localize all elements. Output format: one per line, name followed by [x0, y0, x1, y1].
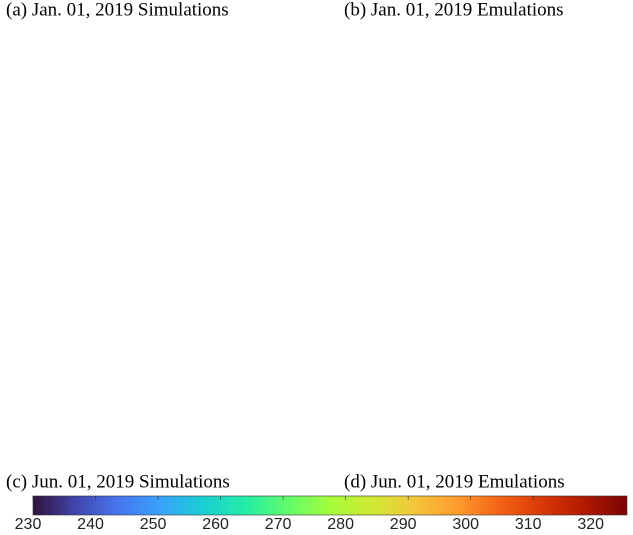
tick-label: 250: [140, 516, 167, 533]
tick-label: 230: [15, 516, 42, 533]
tick-label: 260: [202, 516, 229, 533]
panel-title: (a) Jan. 01, 2019 Simulations: [6, 0, 229, 20]
tick-label: 240: [77, 516, 104, 533]
tick-label: 280: [327, 516, 354, 533]
tick-label: 270: [265, 516, 292, 533]
panel-title: (c) Jun. 01, 2019 Simulations: [6, 471, 230, 492]
panel-title: (d) Jun. 01, 2019 Emulations: [344, 471, 565, 492]
tick-label: 320: [577, 516, 604, 533]
colorbar: [32, 495, 628, 516]
tick-label: 300: [452, 516, 479, 533]
panel-title: (b) Jan. 01, 2019 Emulations: [344, 0, 564, 20]
tick-label: 310: [515, 516, 542, 533]
tick-label: 290: [390, 516, 417, 533]
